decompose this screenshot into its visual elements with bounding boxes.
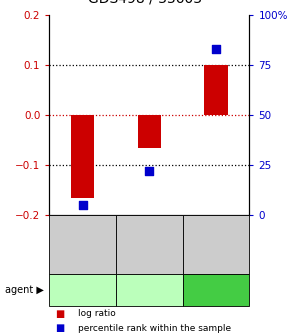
Text: ■: ■ — [55, 309, 64, 319]
Text: ■: ■ — [55, 323, 64, 333]
Bar — [204, 65, 228, 115]
Text: log ratio: log ratio — [78, 309, 116, 318]
Point — [147, 168, 152, 174]
Text: GSM8749: GSM8749 — [78, 223, 87, 266]
Text: GDS498 / 33603: GDS498 / 33603 — [88, 0, 202, 5]
Bar — [71, 115, 94, 198]
Text: IFNg: IFNg — [72, 285, 94, 295]
Text: percentile rank within the sample: percentile rank within the sample — [78, 324, 231, 333]
Point — [214, 46, 218, 52]
Text: GSM8754: GSM8754 — [145, 223, 154, 266]
Point — [80, 202, 85, 208]
Text: TNFa: TNFa — [137, 285, 161, 295]
Bar — [138, 115, 161, 148]
Text: GSM8759: GSM8759 — [211, 223, 221, 266]
Text: IL4: IL4 — [209, 285, 223, 295]
Text: agent ▶: agent ▶ — [5, 285, 44, 295]
